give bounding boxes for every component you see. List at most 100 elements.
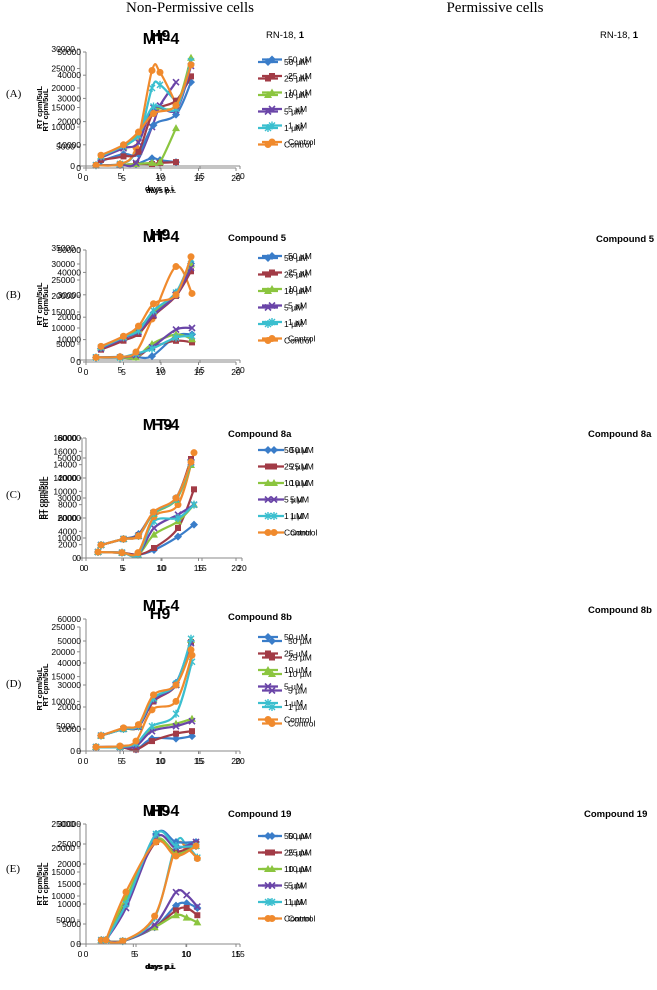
y-tick-label: 50000	[57, 245, 81, 255]
x-tick-label: 0	[80, 563, 85, 573]
compound-label-b: Compound 5	[228, 233, 286, 244]
legend-marker	[264, 529, 272, 536]
y-tick-label: 20000	[51, 83, 75, 93]
y-tick-label: 15000	[51, 307, 75, 317]
y-tick-label: 40000	[57, 70, 81, 80]
data-point	[135, 128, 142, 136]
legend-entry: 50 µM	[284, 253, 308, 263]
row-label-d: (D)	[6, 678, 22, 690]
data-point	[172, 101, 180, 109]
x-tick-label: 5	[118, 756, 123, 766]
data-point	[187, 646, 195, 654]
x-tick-label: 10	[155, 365, 165, 375]
data-point	[152, 838, 160, 846]
legend-marker	[268, 88, 276, 96]
data-point	[148, 352, 156, 361]
data-point	[92, 743, 100, 751]
legend-entry: 10 µM	[284, 478, 308, 488]
legend-marker	[264, 898, 272, 906]
legend-entry: 1 µM	[284, 319, 303, 329]
data-point	[120, 535, 127, 543]
x-tick-label: 20	[235, 365, 245, 375]
legend-entry: 10 µM	[284, 864, 308, 874]
data-point	[133, 746, 139, 753]
data-point	[151, 545, 157, 551]
data-point	[97, 732, 105, 740]
compound-label-a-right: RN-18, 1	[600, 30, 638, 41]
y-axis-label: RT cpm/5uL	[41, 862, 50, 905]
x-tick-label: 0	[78, 756, 83, 766]
data-point	[150, 300, 157, 308]
data-point	[172, 722, 180, 730]
compound-number: 19	[280, 809, 292, 820]
y-tick-label: 6000	[58, 513, 77, 523]
compound-prefix: Compound	[228, 809, 279, 820]
compound-label-d-right: Compound 8b	[588, 605, 652, 616]
chart-title: H9	[150, 28, 171, 45]
data-point	[188, 717, 196, 725]
y-tick-label: 25000	[51, 819, 75, 829]
compound-number: 8b	[280, 612, 292, 623]
compound-number: 5	[648, 234, 655, 245]
compound-prefix: Compound	[584, 809, 635, 820]
y-tick-label: 30000	[57, 290, 81, 300]
data-point	[149, 738, 155, 745]
data-point	[134, 549, 142, 557]
data-point	[172, 78, 180, 86]
legend-entry: 1 µM	[288, 121, 307, 131]
x-axis-label: days p.i.	[145, 962, 175, 971]
y-axis-label: RT cpm/5uL	[41, 88, 50, 131]
data-point	[182, 899, 191, 908]
y-tick-label: 2000	[58, 540, 77, 550]
legend-entry: 1 µM	[288, 702, 307, 712]
legend-entry: 50 µM	[284, 831, 308, 841]
legend-marker	[265, 75, 271, 82]
legend-entry: 50 µM	[284, 57, 308, 67]
legend-entry: 25 µM	[290, 462, 314, 472]
y-tick-label: 30000	[57, 93, 81, 103]
compound-prefix: RN-18,	[266, 30, 297, 41]
data-point	[193, 904, 202, 912]
legend-entry: 10 µM	[284, 90, 308, 100]
data-point	[120, 724, 127, 732]
data-point	[135, 532, 142, 540]
y-tick-label: 0	[76, 357, 81, 367]
y-tick-label: 20000	[51, 843, 75, 853]
row-label-c: (C)	[6, 489, 21, 501]
data-point	[187, 253, 195, 261]
data-point	[183, 905, 190, 911]
x-tick-label: 10	[181, 949, 191, 959]
data-point	[188, 332, 196, 340]
legend-entry: 25 µM	[284, 649, 308, 659]
chart-title: H9	[150, 803, 171, 820]
legend-entry: 1 µM	[284, 698, 303, 708]
y-tick-label: 14000	[53, 460, 77, 470]
y-axis-label: RT cpm/5uL	[41, 663, 50, 706]
legend-entry: 50 µM	[288, 55, 312, 65]
y-axis-label: RT cpm/5uL	[37, 476, 46, 519]
y-tick-label: 40000	[57, 658, 81, 668]
legend-marker	[264, 865, 272, 872]
data-point	[190, 500, 198, 509]
legend-entry: 25 µM	[284, 848, 308, 858]
legend-entry: 1 µM	[288, 317, 307, 327]
data-point	[172, 842, 180, 850]
legend-marker	[264, 107, 272, 116]
legend-entry: 1 µM	[284, 511, 303, 521]
legend-entry: Control	[284, 914, 312, 924]
data-point	[172, 291, 180, 299]
legend-entry: 5 µM	[288, 881, 307, 891]
y-tick-label: 15000	[51, 672, 75, 682]
y-tick-label: 25000	[51, 275, 75, 285]
legend-entry: 5 µM	[288, 301, 307, 311]
x-tick-label: 0	[84, 563, 89, 573]
chart-title: MT-4	[143, 598, 180, 615]
row-label-b: (B)	[6, 289, 21, 301]
left-column-header: Non-Permissive cells	[126, 0, 254, 16]
y-tick-label: 12000	[53, 473, 77, 483]
y-tick-label: 25000	[51, 64, 75, 74]
legend-entry: 1 µM	[288, 897, 307, 907]
y-tick-label: 10000	[53, 486, 77, 496]
chart-b-mt4: MT-4RT cpm/5uL01000020000300004000050000…	[41, 229, 312, 377]
